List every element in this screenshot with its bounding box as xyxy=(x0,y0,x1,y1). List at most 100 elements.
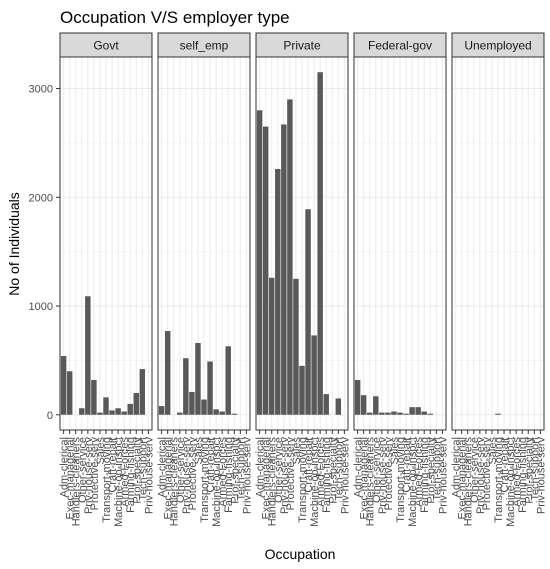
x-tick-label: Priv-house-serv xyxy=(181,437,193,515)
bar xyxy=(317,72,323,415)
bar xyxy=(495,413,501,415)
bar xyxy=(201,399,207,415)
x-tick-label: Tech-support xyxy=(333,437,345,501)
bar xyxy=(164,331,171,415)
bars xyxy=(495,413,501,415)
bar xyxy=(225,346,231,415)
x-tick-label: Exec-managerial xyxy=(163,437,175,520)
x-tick-label: Craft-repair xyxy=(401,437,413,493)
bar xyxy=(311,335,317,415)
x-tick-label: Priv-house-serv xyxy=(83,437,95,515)
gridlines xyxy=(158,57,250,430)
x-tick-label: Farming-fishing xyxy=(223,437,235,513)
x-tick-label: Handlers-cleaners xyxy=(71,437,83,527)
x-tick-label: Machine-op-inspct xyxy=(505,437,517,527)
x-tick-label: Sales xyxy=(95,437,107,465)
y-tick-label: 0 xyxy=(47,410,53,422)
x-tick-label: Prof-specialty xyxy=(229,437,241,504)
bar xyxy=(139,369,146,415)
x-tick-label: Transport-moving xyxy=(493,437,505,523)
facet-panels: GovtAdm-clericalExec-managerialHandlers-… xyxy=(59,32,547,527)
facet-strip-label: Govt xyxy=(93,39,119,53)
x-tick-label: Craft-repair xyxy=(205,437,217,493)
bar xyxy=(421,411,427,415)
x-tick-label: Adm-clerical xyxy=(255,437,267,498)
x-tick-label: Other-service xyxy=(77,437,89,503)
x-tick-label: Other-service xyxy=(469,437,481,503)
gridlines xyxy=(452,57,544,430)
bar xyxy=(256,110,263,415)
x-tick-label: Prof-specialty xyxy=(425,437,437,504)
facet-strip-label: self_emp xyxy=(180,39,229,53)
x-tick-labels: Adm-clericalExec-managerialHandlers-clea… xyxy=(59,430,155,527)
x-tick-label: Armed-Forces xyxy=(413,437,425,507)
x-tick-label: Priv-house-serv xyxy=(339,437,351,515)
bar xyxy=(397,412,403,415)
x-tick-label: Sales xyxy=(291,437,303,465)
bar xyxy=(367,412,373,415)
bars xyxy=(158,331,237,415)
bar xyxy=(409,407,415,415)
bar xyxy=(275,169,281,415)
bar xyxy=(189,391,195,415)
bar xyxy=(281,124,287,415)
bar xyxy=(354,379,361,415)
bar xyxy=(403,413,409,415)
bars xyxy=(256,72,342,415)
bar xyxy=(66,371,73,415)
bar xyxy=(109,410,115,415)
x-tick-labels: Adm-clericalExec-managerialHandlers-clea… xyxy=(157,430,253,527)
x-tick-label: Sales xyxy=(193,437,205,465)
facet-strip xyxy=(353,32,447,58)
bar xyxy=(269,277,275,415)
bar xyxy=(415,407,421,415)
x-tick-label: Armed-Forces xyxy=(119,437,131,507)
x-tick-label: Priv-house-serv xyxy=(377,437,389,515)
x-tick-label: Prof-specialty xyxy=(131,437,143,504)
bar xyxy=(379,412,385,415)
x-tick-label: Handlers-cleaners xyxy=(169,437,181,527)
x-tick-label: Exec-managerial xyxy=(457,437,469,520)
x-tick-label: Machine-op-inspct xyxy=(211,437,223,527)
bar xyxy=(97,412,103,415)
x-tick-label: Sales xyxy=(389,437,401,465)
bar xyxy=(335,398,342,415)
x-tick-label: Farming-fishing xyxy=(419,437,431,513)
bar xyxy=(158,406,165,415)
x-tick-label: Adm-clerical xyxy=(353,437,365,498)
x-tick-label: Farming-fishing xyxy=(125,437,137,513)
x-tick-label: Priv-house-serv xyxy=(143,437,155,515)
x-tick-label: Craft-repair xyxy=(107,437,119,493)
x-tick-label: Transport-moving xyxy=(297,437,309,523)
bar xyxy=(231,413,237,415)
bar xyxy=(60,356,67,415)
x-tick-label: Prof-specialty xyxy=(523,437,535,504)
x-tick-label: Protective-serv xyxy=(187,437,199,511)
bar xyxy=(219,411,225,415)
x-tick-label: Armed-Forces xyxy=(511,437,523,507)
x-tick-label: Tech-support xyxy=(431,437,443,501)
x-tick-label: Priv-house-serv xyxy=(241,437,253,515)
x-tick-label: Priv-house-serv xyxy=(437,437,449,515)
x-tick-label: Craft-repair xyxy=(303,437,315,493)
x-tick-label: Transport-moving xyxy=(395,437,407,523)
bars xyxy=(354,379,433,415)
facet-panel-govt: Govt Adm-clericalExec-managerialHandlers-… xyxy=(59,32,155,527)
x-tick-label: Transport-moving xyxy=(101,437,113,523)
bar xyxy=(262,126,269,415)
chart-title: Occupation V/S employer type xyxy=(60,8,290,27)
facet-panel-unemployed: Unemployed Adm-clericalExec-managerialHan… xyxy=(451,32,547,527)
x-tick-label: Protective-serv xyxy=(481,437,493,511)
x-tick-label: Tech-support xyxy=(235,437,247,501)
facet-panel-self-emp: self_emp Adm-clericalExec-managerialHandl… xyxy=(157,32,253,527)
x-tick-label: Adm-clerical xyxy=(59,437,71,498)
facet-strip xyxy=(157,32,251,58)
x-tick-label: Other-service xyxy=(175,437,187,503)
x-tick-label: Machine-op-inspct xyxy=(309,437,321,527)
x-tick-label: Exec-managerial xyxy=(359,437,371,520)
x-tick-label: Machine-op-inspct xyxy=(113,437,125,527)
facet-strip-label: Unemployed xyxy=(464,39,531,53)
bar xyxy=(213,409,219,415)
x-tick-label: Handlers-cleaners xyxy=(463,437,475,527)
